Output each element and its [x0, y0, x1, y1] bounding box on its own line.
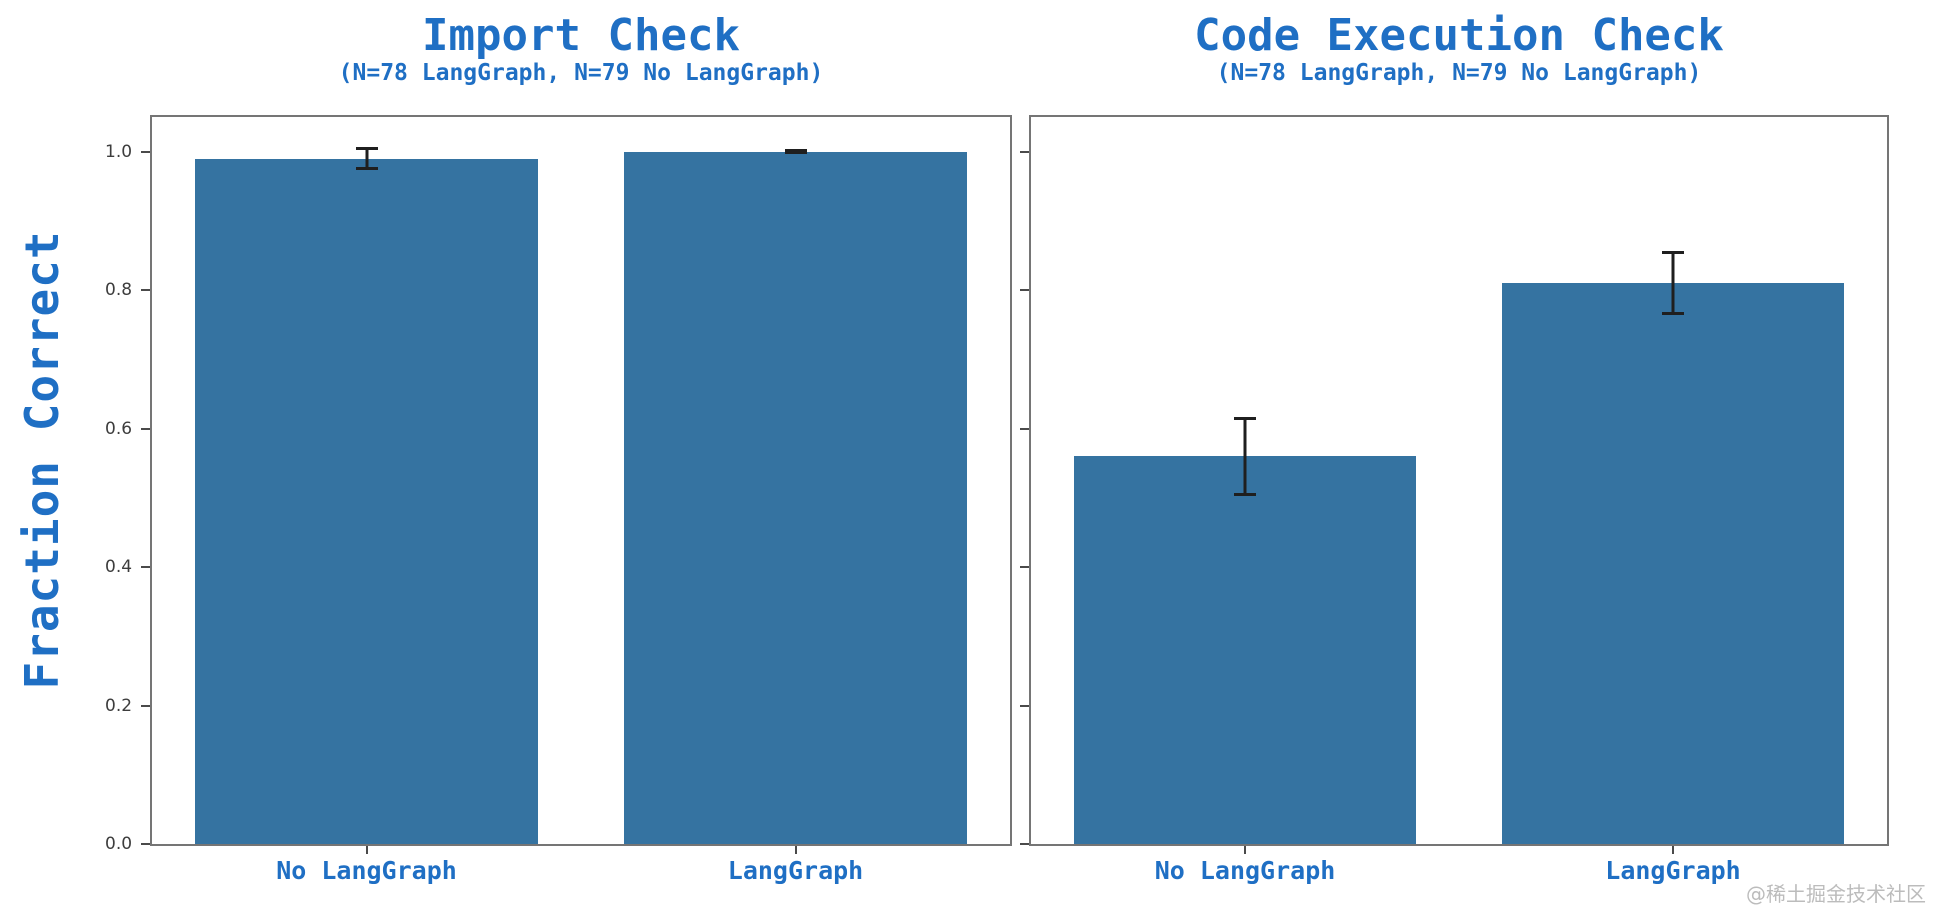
error-bar-cap-top [1234, 416, 1256, 420]
x-tick-label-langgraph: LangGraph [1605, 856, 1741, 885]
error-bar-cap-top [355, 147, 378, 151]
axes-code-execution-check: No LangGraph LangGraph [1020, 115, 1889, 885]
y-tick-0.6 [1020, 427, 1029, 430]
y-tick-label-0.6: 0.6 [105, 418, 133, 439]
error-bar-cap-bottom [784, 151, 807, 155]
error-bar-langgraph [1662, 251, 1684, 316]
y-tick-0.0 [141, 843, 150, 845]
bar-langgraph [1501, 283, 1845, 844]
y-tick-0.4 [141, 566, 150, 569]
x-tick-label-no-langgraph: No LangGraph [1154, 856, 1336, 885]
y-tick-label-0.8: 0.8 [105, 280, 133, 301]
error-bar-line [365, 148, 368, 169]
y-tick-label-0.0: 0.0 [105, 834, 133, 854]
y-tick-0.2 [1020, 704, 1029, 707]
y-axis-label: Fraction Correct [15, 230, 69, 690]
y-tick-label-0.4: 0.4 [105, 557, 133, 578]
chart-subtitle: (N=78 LangGraph, N=79 No LangGraph) [1216, 60, 1702, 86]
error-bar-cap-top [784, 149, 807, 153]
y-tick-label-0.2: 0.2 [105, 695, 133, 716]
error-bar-cap-bottom [1662, 312, 1684, 316]
y-tick-1.0 [1020, 150, 1029, 153]
watermark: @稀土掘金技术社区 [1746, 882, 1926, 906]
error-bar-langgraph [784, 149, 807, 155]
chart-title: Import Check [422, 10, 740, 61]
y-tick-0.8 [1020, 289, 1029, 292]
error-bar-cap-bottom [355, 166, 378, 170]
axes-import-check: No LangGraph LangGraph 0.0 0.2 0.4 0.6 0.8 1.0 [105, 115, 1012, 885]
error-bar-cap-bottom [1234, 493, 1256, 497]
x-tick-label-langgraph: LangGraph [727, 856, 864, 885]
error-bar-no-langgraph [355, 147, 378, 170]
x-tick-label-no-langgraph: No LangGraph [276, 856, 457, 885]
chart-subtitle: (N=78 LangGraph, N=79 No LangGraph) [338, 60, 824, 86]
y-tick-0.8 [141, 289, 150, 292]
bar-no-langgraph [1073, 456, 1417, 844]
bar-no-langgraph [194, 158, 539, 844]
subplot-code-execution-check: Code Execution Check (N=78 LangGraph, N=… [1020, 0, 1889, 913]
error-bar-line [1671, 252, 1675, 315]
y-tick-0.4 [1020, 566, 1029, 569]
error-bar-line [1243, 417, 1247, 496]
y-tick-1.0 [141, 150, 150, 153]
x-tick-langgraph [794, 846, 797, 854]
chart-title: Code Execution Check [1194, 10, 1724, 61]
subplot-import-check: Import Check (N=78 LangGraph, N=79 No La… [105, 0, 1012, 913]
x-tick-no-langgraph [1244, 846, 1246, 854]
y-tick-0.2 [141, 704, 150, 707]
error-bar-cap-top [1662, 251, 1684, 255]
error-bar-no-langgraph [1234, 416, 1256, 497]
y-tick-0.6 [141, 427, 150, 430]
x-tick-langgraph [1672, 846, 1674, 854]
bar-langgraph [623, 151, 968, 844]
y-tick-0.0 [1020, 843, 1029, 845]
x-tick-no-langgraph [365, 846, 368, 854]
y-tick-label-1.0: 1.0 [105, 141, 133, 162]
